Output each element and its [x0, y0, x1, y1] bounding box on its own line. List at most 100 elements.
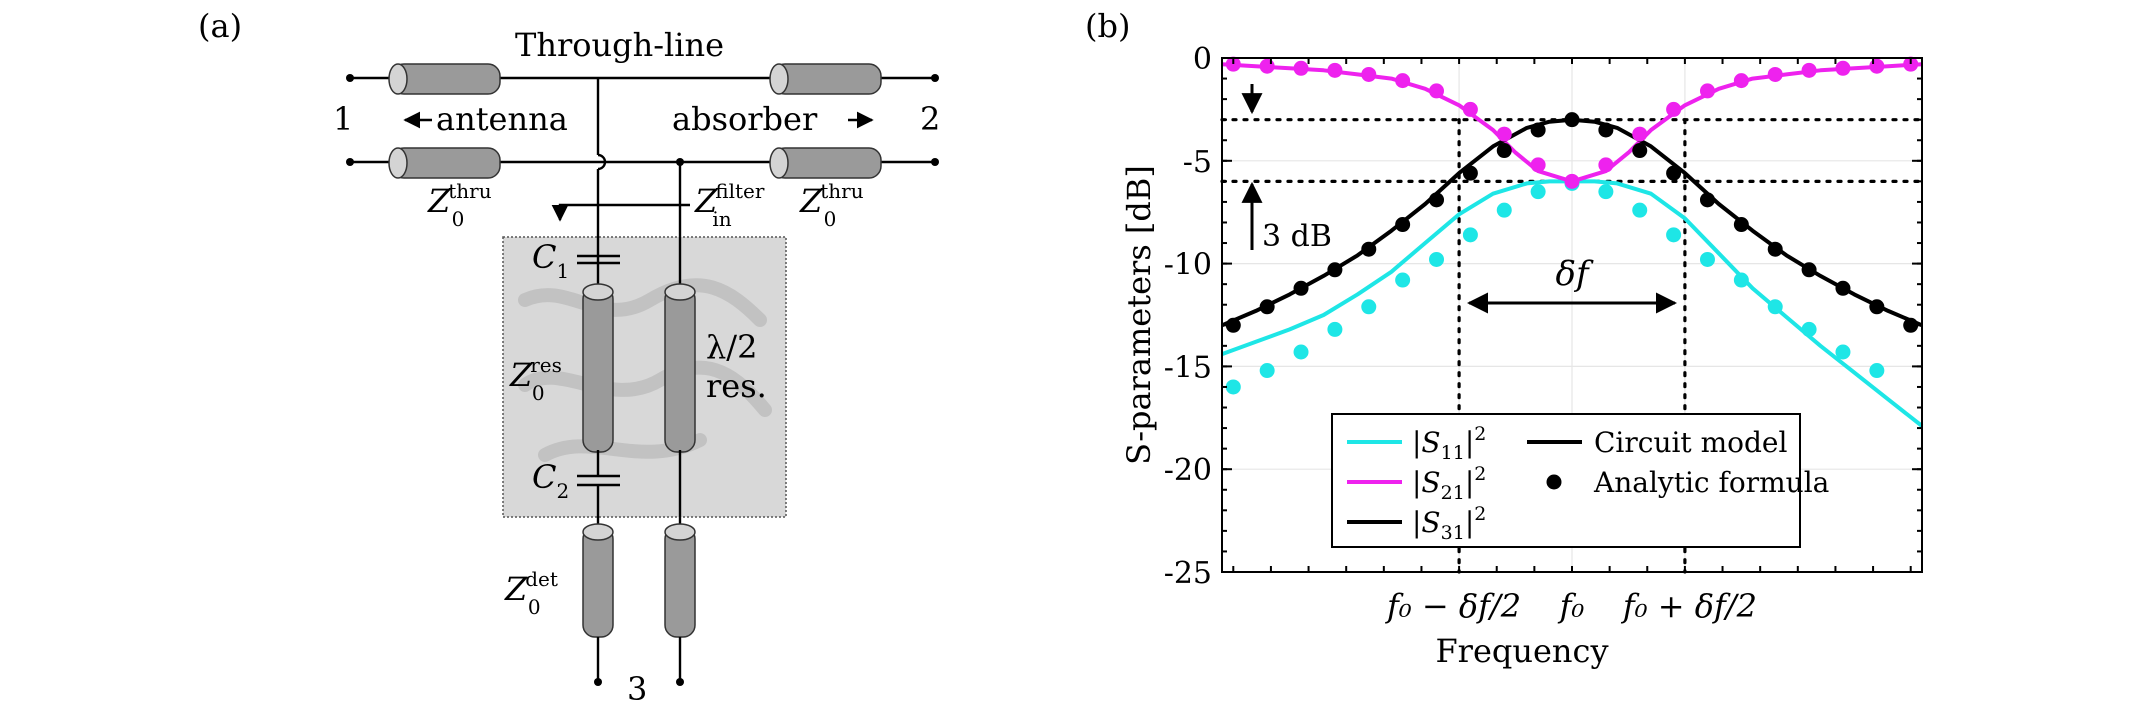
legend-label-circuit-model: Circuit model	[1594, 426, 1787, 459]
resonator-label-line2: res.	[706, 367, 767, 405]
marker-point-1	[1395, 73, 1411, 89]
antenna-label: antenna	[436, 100, 568, 138]
marker-point-1	[1869, 58, 1885, 74]
marker-point-2	[1632, 143, 1648, 159]
absorber-label: absorber	[672, 100, 818, 138]
marker-point-0	[1429, 251, 1445, 267]
terminal-2-bottom	[931, 158, 939, 166]
marker-point-1	[1903, 56, 1919, 72]
marker-point-2	[1903, 317, 1919, 333]
marker-point-2	[1361, 241, 1377, 257]
marker-point-0	[1496, 202, 1512, 218]
y-axis-label: S-parameters [dB]	[1120, 165, 1158, 465]
marker-point-1	[1666, 101, 1682, 117]
marker-point-2	[1835, 280, 1851, 296]
panel-a-label: (a)	[198, 7, 242, 45]
y-tick-label: -20	[1164, 453, 1212, 488]
marker-point-1	[1361, 66, 1377, 82]
marker-point-0	[1598, 184, 1614, 200]
marker-point-2	[1496, 143, 1512, 159]
y-tick-label: -10	[1164, 248, 1212, 283]
legend-label-analytic-formula: Analytic formula	[1593, 466, 1829, 499]
zin-arrow	[551, 203, 690, 222]
marker-point-2	[1327, 262, 1343, 278]
marker-point-0	[1869, 363, 1885, 379]
marker-point-1	[1632, 126, 1648, 142]
marker-point-1	[1598, 157, 1614, 173]
z0-det-label: Zdet 0	[504, 567, 558, 619]
marker-point-0	[1361, 299, 1377, 315]
port-2-label: 2	[920, 100, 940, 138]
panel-a: (a)	[198, 7, 940, 707]
marker-point-0	[1835, 344, 1851, 360]
marker-point-2	[1801, 262, 1817, 278]
coax-thru-bottom-right	[769, 147, 882, 179]
through-line-label: Through-line	[515, 26, 724, 64]
terminal-1-top	[346, 74, 354, 82]
coax-resonator-left	[582, 283, 614, 453]
coax-detector-right	[664, 523, 696, 638]
coax-thru-top-right	[769, 63, 882, 95]
marker-point-0	[1632, 202, 1648, 218]
marker-point-1	[1530, 157, 1546, 173]
marker-point-0	[1462, 227, 1478, 243]
z0-thru-left-label: Zthru 0	[427, 179, 492, 231]
marker-point-1	[1733, 73, 1749, 89]
marker-point-2	[1259, 299, 1275, 315]
plot-ticks: 0 -5 -10 -15 -20 -25 f₀ − δf/2 f₀ f₀ + δf/2	[1164, 42, 1922, 625]
marker-point-0	[1733, 272, 1749, 288]
terminal-3-right	[676, 678, 684, 686]
z0-res-label: Zres 0	[509, 353, 562, 405]
coax-resonator-right	[664, 283, 696, 453]
port-1-label: 1	[333, 100, 353, 138]
marker-point-2	[1395, 217, 1411, 233]
marker-point-1	[1429, 83, 1445, 99]
marker-point-1	[1564, 173, 1580, 189]
y-tick-label: -25	[1164, 556, 1212, 591]
marker-point-2	[1429, 192, 1445, 208]
coax-thru-top-left	[388, 63, 501, 95]
legend: |S11|2|S21|2|S31|2 Circuit model Analytic …	[1331, 413, 1829, 548]
marker-point-0	[1801, 321, 1817, 337]
coax-detector-left	[582, 523, 614, 638]
marker-point-2	[1869, 299, 1885, 315]
plot-annotations: 3 dB δf	[1241, 84, 1678, 314]
x-axis-label: Frequency	[1435, 632, 1608, 670]
marker-point-1	[1225, 56, 1241, 72]
annotation-3db: 3 dB	[1262, 219, 1332, 254]
crossover-hop	[597, 153, 607, 171]
marker-point-0	[1259, 363, 1275, 379]
marker-point-1	[1496, 126, 1512, 142]
zin-filter-label: Zfilter in	[694, 179, 765, 231]
marker-point-0	[1293, 344, 1309, 360]
x-tick-label-f0: f₀	[1558, 587, 1585, 625]
marker-point-1	[1259, 58, 1275, 74]
y-tick-label: 0	[1193, 42, 1212, 77]
annotation-delta-f: δf	[1555, 254, 1593, 294]
marker-point-1	[1835, 60, 1851, 76]
legend-marker-analytic	[1546, 474, 1562, 490]
marker-point-2	[1598, 122, 1614, 138]
marker-point-0	[1327, 321, 1343, 337]
c2-gap	[575, 476, 623, 486]
marker-point-1	[1699, 83, 1715, 99]
marker-point-2	[1293, 280, 1309, 296]
marker-point-1	[1327, 62, 1343, 78]
y-tick-label: -15	[1164, 350, 1212, 385]
marker-point-2	[1767, 241, 1783, 257]
marker-point-1	[1801, 62, 1817, 78]
marker-point-2	[1733, 217, 1749, 233]
resonator-label-line1: λ/2	[706, 328, 757, 366]
marker-point-2	[1666, 165, 1682, 181]
legend-box	[1331, 413, 1801, 548]
marker-point-2	[1699, 192, 1715, 208]
terminal-1-bottom	[346, 158, 354, 166]
coax-thru-bottom-left	[388, 147, 501, 179]
c2-label: C2	[532, 458, 569, 503]
plot-markers	[1225, 56, 1919, 395]
legend-label-0: |S11|2	[1412, 423, 1486, 464]
panel-b-label: (b)	[1085, 7, 1130, 45]
marker-point-0	[1225, 379, 1241, 395]
marker-point-0	[1395, 272, 1411, 288]
marker-point-0	[1767, 299, 1783, 315]
